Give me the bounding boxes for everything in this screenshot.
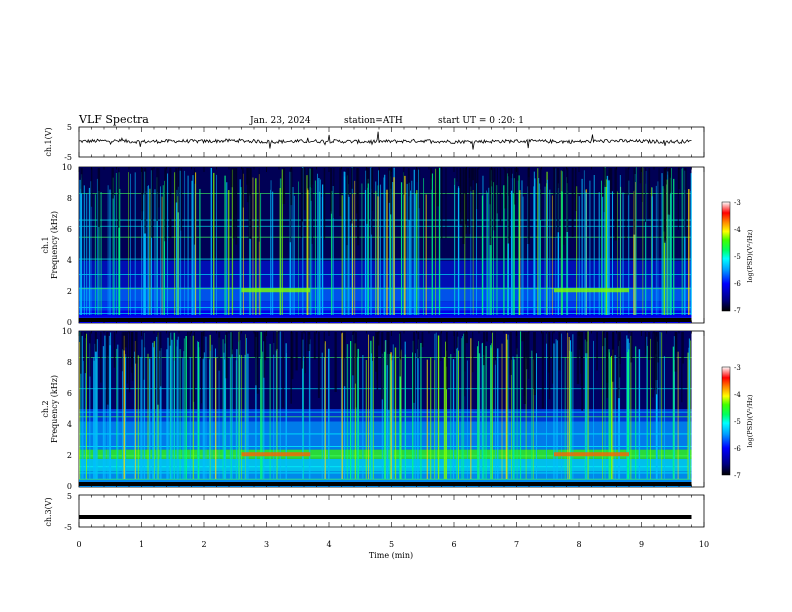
ch1-channel-label: ch.1 — [41, 236, 50, 253]
ch3-waveform-panel: 5 -5 ch.3(V) — [44, 492, 705, 532]
cb2-tick-m5: -5 — [734, 418, 741, 426]
ch1-warm-patch-1 — [554, 288, 629, 293]
ch2-freq-label: Frequency (kHz) — [50, 375, 59, 443]
time-tick-label: 5 — [389, 540, 394, 549]
ch3-ytick-bottom: -5 — [64, 523, 72, 532]
cb1-tick-m6: -6 — [734, 280, 741, 288]
ch1-colorbar: -3 -4 -5 -6 -7 log(PSD)(V²/Hz) — [721, 199, 754, 315]
ch1-spectrogram-image — [79, 167, 692, 323]
ch1-spectrogram-panel: 10 8 6 4 2 0 ch.1 Frequency (kHz) — [41, 163, 705, 327]
ch2-freq-tick-8: 8 — [67, 358, 72, 367]
ch3-ylabel: ch.3(V) — [44, 497, 53, 526]
start-time-label: start UT = 0 :20: 1 — [438, 116, 524, 126]
time-tick-label: 10 — [699, 540, 709, 549]
cb1-tick-m3: -3 — [734, 199, 741, 207]
ch2-freq-tick-0: 0 — [67, 482, 72, 491]
ch1-freq-tick-2: 2 — [67, 287, 72, 296]
date-label: Jan. 23, 2024 — [249, 116, 311, 126]
ch2-spectrogram-image — [79, 331, 692, 487]
time-tick-label: 8 — [576, 540, 581, 549]
time-tick-label: 3 — [264, 540, 269, 549]
station-label: station=ATH — [344, 116, 403, 126]
figure-title: VLF Spectra — [78, 113, 149, 126]
cb1-label: log(PSD)(V²/Hz) — [746, 229, 754, 282]
time-axis-label: Time (min) — [369, 551, 413, 560]
time-tick-label: 1 — [139, 540, 144, 549]
ch2-colorbar: -3 -4 -5 -6 -7 log(PSD)(V²/Hz) — [721, 364, 754, 480]
ch1-freq-tick-10: 10 — [62, 163, 72, 172]
ch2-freq-tick-4: 4 — [67, 420, 72, 429]
ch3-ytick-top: 5 — [67, 492, 72, 501]
ch1-freq-label: Frequency (kHz) — [50, 211, 59, 279]
time-tick-label: 4 — [326, 540, 331, 549]
time-axis: Time (min) 0 1 2 3 4 5 6 7 8 9 10 — [76, 540, 709, 560]
ch1-warm-patch-0 — [241, 288, 311, 293]
time-tick-label: 9 — [639, 540, 644, 549]
ch1-freq-tick-4: 4 — [67, 256, 72, 265]
cb1-tick-m4: -4 — [734, 226, 741, 234]
panel-ticks — [78, 127, 705, 527]
ch1-ylabel: ch.1(V) — [44, 127, 53, 156]
cb2-tick-m4: -4 — [734, 391, 741, 399]
ch1-waveform-trace — [78, 131, 692, 150]
ch1-ytick-top: 5 — [67, 123, 72, 132]
time-tick-label: 2 — [201, 540, 206, 549]
cb1-tick-m5: -5 — [734, 253, 741, 261]
time-tick-label: 7 — [514, 540, 519, 549]
ch2-freq-tick-6: 6 — [67, 389, 72, 398]
ch2-bottom-band — [79, 482, 692, 486]
ch2-yticks: 10 8 6 4 2 0 — [62, 327, 72, 491]
ch1-bottom-band — [79, 318, 692, 322]
cb2-label: log(PSD)(V²/Hz) — [746, 394, 754, 447]
ch2-spectrogram-panel: 10 8 6 4 2 0 ch.2 Frequency (kHz) — [41, 327, 705, 491]
ch1-waveform-panel: 5 -5 ch.1(V) — [44, 123, 705, 162]
ch1-ytick-bottom: -5 — [64, 153, 72, 162]
ch1-freq-tick-0: 0 — [67, 318, 72, 327]
time-tick-label: 0 — [76, 540, 81, 549]
ch1-freq-tick-6: 6 — [67, 225, 72, 234]
ch1-freq-tick-8: 8 — [67, 194, 72, 203]
ch2-warm-patch-1 — [554, 452, 629, 457]
ch1-yticks: 10 8 6 4 2 0 — [62, 163, 72, 327]
cb2-tick-m6: -6 — [734, 445, 741, 453]
cb2-tick-m7: -7 — [734, 472, 741, 480]
cb2-tick-m3: -3 — [734, 364, 741, 372]
ch2-channel-label: ch.2 — [41, 400, 50, 417]
cb1-tick-m7: -7 — [734, 307, 741, 315]
ch2-freq-tick-10: 10 — [62, 327, 72, 336]
time-tick-label: 6 — [451, 540, 456, 549]
ch2-freq-tick-2: 2 — [67, 451, 72, 460]
ch2-warm-patch-0 — [241, 452, 311, 457]
